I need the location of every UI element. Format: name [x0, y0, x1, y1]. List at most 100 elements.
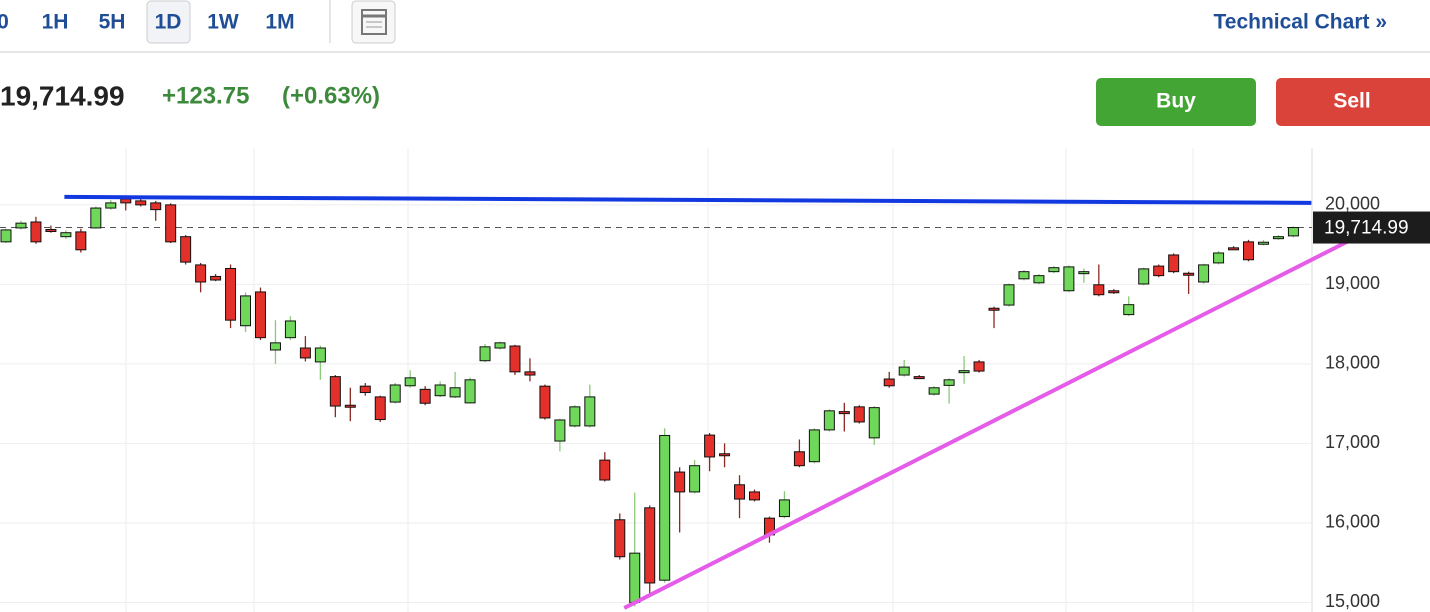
candle-body	[584, 396, 596, 427]
candle-body	[524, 371, 536, 376]
candle-body	[254, 291, 266, 339]
trend-line	[623, 236, 1356, 610]
candle-body	[1287, 227, 1299, 237]
candle-body	[793, 451, 805, 467]
candle-body	[1243, 241, 1255, 261]
candle-body	[629, 552, 641, 603]
candle-body	[419, 388, 431, 404]
candle-body	[659, 434, 671, 581]
candle-body	[374, 396, 386, 421]
candle-body	[1168, 254, 1180, 273]
candle-body	[1153, 265, 1165, 277]
candle-body	[808, 429, 820, 463]
candle-body	[15, 222, 27, 229]
candle-body	[913, 376, 925, 380]
candle-body	[284, 320, 296, 339]
change: +123.75	[162, 82, 249, 109]
candle-body	[719, 453, 731, 457]
candle-body	[689, 465, 701, 493]
candle-body	[389, 384, 401, 403]
candle-body	[135, 200, 147, 206]
candle-body	[75, 231, 87, 251]
candle-body	[240, 295, 252, 327]
candle-body	[479, 346, 491, 362]
candle-body	[749, 491, 760, 501]
candle-body	[464, 379, 476, 404]
candle-body	[1063, 266, 1075, 292]
last-price-label: 19,714.99	[1324, 218, 1409, 239]
candle-body	[868, 407, 880, 439]
sell-label[interactable]: Sell	[1333, 90, 1370, 113]
candle-body	[958, 370, 970, 374]
candle-body	[569, 406, 581, 427]
candle-body	[1272, 236, 1284, 240]
candle-body	[1257, 241, 1269, 245]
technical-chart-link[interactable]: Technical Chart »	[1214, 11, 1388, 34]
sell-button[interactable]	[1276, 78, 1430, 126]
candle-body	[60, 232, 72, 238]
candle-body	[928, 387, 940, 395]
candle-body	[210, 275, 222, 281]
candle-body	[973, 361, 985, 372]
selected-range-box[interactable]	[146, 0, 191, 44]
candle-body	[1003, 284, 1015, 306]
candle-body	[180, 236, 192, 263]
trend-line	[64, 194, 1312, 205]
y-tick-label: 18,000	[1325, 353, 1380, 373]
candle-body	[1108, 290, 1120, 294]
y-tick-label: 19,000	[1325, 273, 1380, 293]
candle-body	[449, 387, 461, 398]
range-button[interactable]: 1W	[207, 11, 239, 34]
candle-body	[1078, 271, 1090, 275]
candle-body	[1213, 252, 1225, 264]
candle-body	[120, 198, 132, 204]
candle-body	[1138, 268, 1150, 285]
candle-body	[1228, 247, 1240, 251]
layout-icon[interactable]	[351, 0, 396, 44]
range-button[interactable]: 0	[0, 11, 9, 34]
change-percent: (+0.63%)	[282, 82, 380, 109]
buy-label[interactable]: Buy	[1156, 90, 1196, 113]
candle-body	[1123, 304, 1135, 316]
range-button[interactable]: 5H	[99, 11, 126, 34]
candle-body	[554, 419, 566, 442]
range-button[interactable]: 1H	[42, 11, 69, 34]
y-tick-label: 17,000	[1325, 432, 1380, 452]
candle-body	[1033, 275, 1045, 284]
candle-body	[674, 471, 686, 493]
candle-body	[90, 207, 102, 229]
candle-body	[165, 204, 177, 243]
candle-body	[853, 406, 865, 423]
candle-body	[329, 376, 341, 407]
last-price-tag	[1313, 211, 1430, 244]
candle-body	[30, 221, 42, 243]
buy-button[interactable]	[1096, 78, 1256, 126]
candle-body	[734, 484, 746, 500]
plot	[0, 196, 1312, 607]
y-tick-label: 16,000	[1325, 512, 1380, 532]
candle-body	[1018, 271, 1030, 280]
candle-body	[644, 507, 656, 584]
candle-body	[823, 410, 835, 431]
candle-body	[434, 384, 446, 397]
candle-body	[0, 229, 12, 243]
candle-body	[704, 434, 716, 458]
candle-body	[943, 379, 955, 386]
candle-body	[314, 347, 326, 363]
candle-body	[299, 347, 311, 359]
candle-body	[225, 267, 237, 321]
candle-body	[45, 229, 57, 233]
range-button[interactable]: 1M	[265, 11, 294, 34]
candle-body	[988, 307, 1000, 311]
range-button[interactable]: 1D	[155, 11, 182, 34]
candle-body	[344, 404, 356, 408]
candle-body	[883, 378, 895, 387]
candle-body	[539, 385, 551, 419]
candle-body	[838, 411, 850, 415]
candle-body	[509, 345, 521, 373]
candle-body	[778, 499, 790, 518]
candle-body	[150, 202, 162, 211]
y-tick-label: 15,000	[1325, 591, 1380, 611]
candle-body	[494, 342, 506, 349]
